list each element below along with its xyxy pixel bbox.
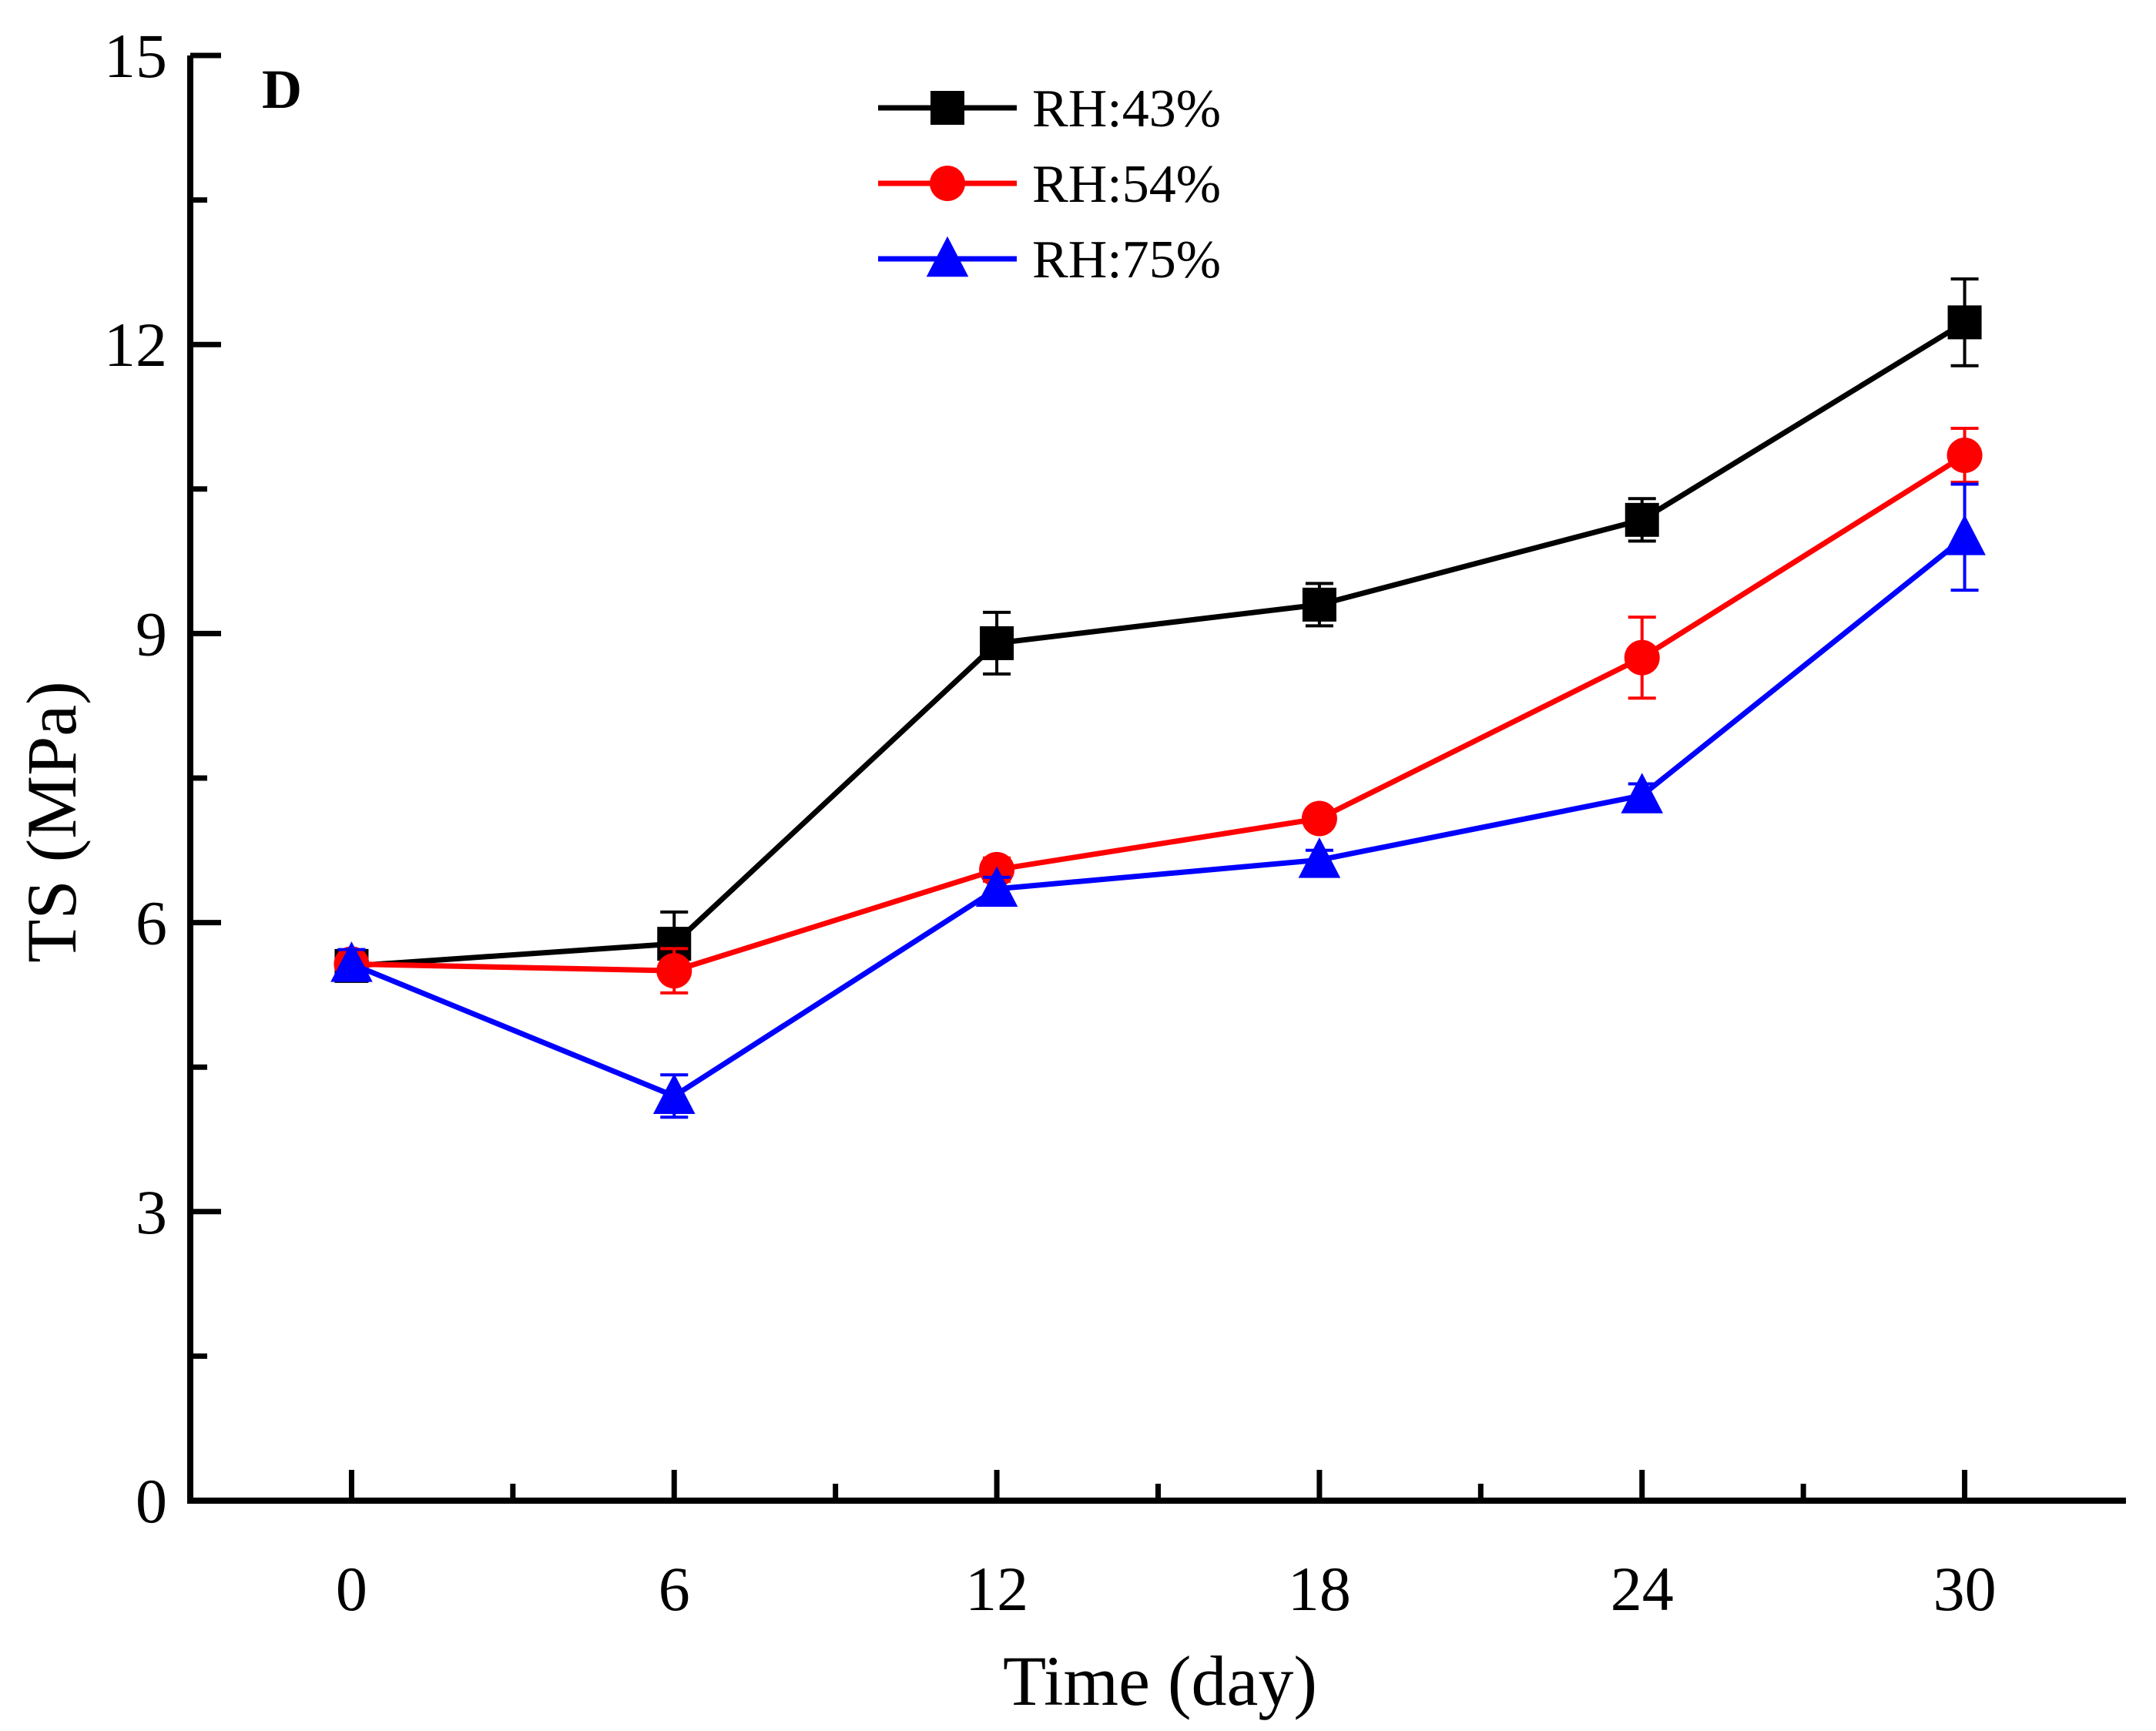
panel-label: D (262, 59, 302, 120)
data-point (1943, 515, 1986, 555)
legend-label: RH:54% (1032, 155, 1221, 214)
legend-label: RH:75% (1032, 230, 1221, 290)
x-tick-label: 6 (659, 1554, 690, 1624)
data-point (1621, 773, 1664, 814)
y-tick-label: 6 (136, 888, 167, 958)
plot-marks (330, 277, 1986, 1119)
data-point (1625, 502, 1659, 537)
series-rh43 (334, 277, 1982, 983)
series-rh54 (334, 427, 1983, 995)
legend-item: RH:43% (878, 79, 1221, 139)
data-point (656, 953, 692, 989)
data-point (1298, 837, 1341, 878)
data-point (980, 626, 1014, 660)
x-tick-label: 12 (965, 1554, 1028, 1624)
data-point (330, 941, 373, 982)
y-tick-label: 0 (136, 1466, 167, 1536)
legend: RH:43% RH:54% RH:75% (878, 79, 1221, 290)
data-point (1624, 639, 1660, 676)
x-tick-label: 24 (1611, 1554, 1674, 1624)
series-line (350, 535, 1967, 1099)
data-point (652, 1073, 696, 1115)
data-point (1947, 305, 1982, 340)
x-tick-label: 30 (1933, 1554, 1997, 1624)
series-rh75 (330, 482, 1986, 1119)
legend-item: RH:75% (878, 230, 1221, 290)
y-tick-label: 12 (104, 310, 167, 380)
y-tick-label: 3 (136, 1177, 167, 1247)
legend-marker (930, 166, 965, 201)
data-point (975, 866, 1018, 907)
data-point (1302, 587, 1336, 622)
legend-item: RH:54% (878, 155, 1221, 214)
x-tick-label: 0 (336, 1554, 367, 1624)
y-tick-label: 9 (136, 599, 167, 669)
legend-marker (930, 91, 964, 125)
legend-label: RH:43% (1032, 79, 1221, 139)
legend-marker (926, 236, 969, 277)
data-point (1301, 800, 1337, 837)
series-line (351, 320, 1967, 969)
axes: 0 3 6 9 12 15 0 6 12 18 24 30 (104, 21, 2126, 1624)
y-axis-title: TS (MPa) (12, 681, 91, 962)
x-axis-title: Time (day) (1003, 1642, 1317, 1720)
series-line (351, 453, 1967, 974)
y-tick-label: 15 (104, 21, 167, 91)
data-point (1946, 438, 1983, 474)
x-tick-label: 18 (1288, 1554, 1351, 1624)
